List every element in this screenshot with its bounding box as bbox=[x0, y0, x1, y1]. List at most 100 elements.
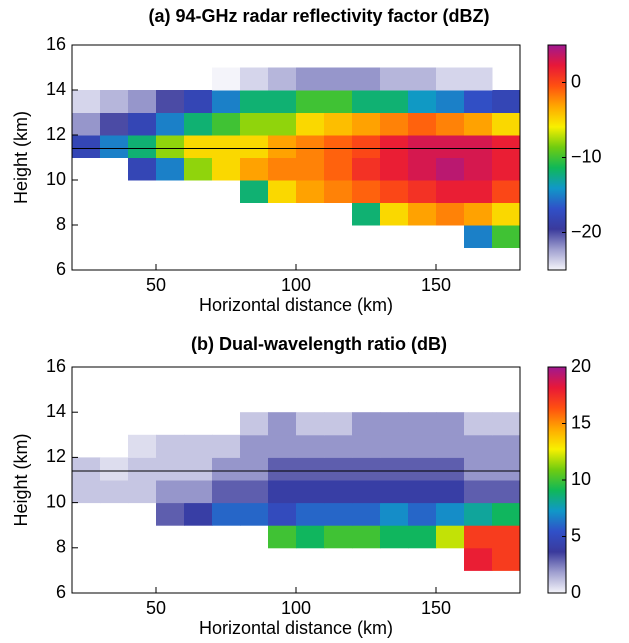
x-tick-label: 100 bbox=[281, 598, 311, 618]
heat-cell bbox=[408, 457, 437, 481]
heat-cell bbox=[268, 457, 297, 481]
heat-cell bbox=[408, 135, 437, 158]
heat-cell bbox=[296, 135, 325, 158]
heat-cell bbox=[268, 67, 297, 91]
heat-cell bbox=[324, 457, 353, 481]
heat-cell bbox=[352, 202, 381, 226]
heat-cell bbox=[464, 90, 493, 113]
heat-cell bbox=[128, 135, 157, 158]
heat-cell bbox=[296, 502, 325, 526]
heat-cell bbox=[408, 412, 437, 436]
chart-title: (b) Dual-wavelength ratio (dB) bbox=[191, 334, 447, 354]
heat-cell bbox=[296, 412, 325, 436]
heat-cell bbox=[436, 480, 465, 504]
heat-cell bbox=[296, 480, 325, 504]
heat-cell bbox=[464, 547, 493, 571]
x-tick-label: 150 bbox=[421, 275, 451, 295]
heat-cell bbox=[492, 90, 521, 113]
heat-cell bbox=[268, 90, 297, 113]
x-tick-label: 50 bbox=[146, 275, 166, 295]
heat-cell bbox=[156, 90, 185, 113]
heat-cell bbox=[492, 502, 521, 526]
heat-cell bbox=[352, 157, 381, 181]
heat-cell bbox=[268, 480, 297, 504]
y-tick-label: 8 bbox=[56, 214, 66, 234]
heat-cell bbox=[72, 90, 101, 113]
heat-cell bbox=[268, 412, 297, 436]
heat-cell bbox=[492, 135, 521, 158]
heat-cell bbox=[464, 202, 493, 226]
y-tick-label: 12 bbox=[46, 124, 66, 144]
heat-cell bbox=[352, 90, 381, 113]
heat-cell bbox=[240, 412, 269, 436]
heat-cell bbox=[72, 457, 101, 481]
heat-cell bbox=[100, 457, 129, 481]
heat-cell bbox=[184, 135, 213, 158]
heat-cell bbox=[464, 67, 493, 91]
heat-cell bbox=[380, 412, 409, 436]
heat-cell bbox=[240, 112, 269, 136]
colorbar-tick-label: 15 bbox=[571, 412, 591, 432]
y-tick-label: 16 bbox=[46, 34, 66, 54]
x-tick-label: 50 bbox=[146, 598, 166, 618]
heat-cell bbox=[492, 547, 521, 571]
heat-cell bbox=[436, 202, 465, 226]
heat-cell bbox=[240, 480, 269, 504]
heat-cell bbox=[380, 112, 409, 136]
heat-cell bbox=[380, 480, 409, 504]
heat-cell bbox=[380, 90, 409, 113]
heat-cell bbox=[408, 180, 437, 203]
heat-cell bbox=[324, 112, 353, 136]
heat-cell bbox=[436, 157, 465, 181]
heat-cell bbox=[436, 434, 465, 458]
heat-cell bbox=[184, 157, 213, 181]
heat-cell bbox=[212, 457, 241, 481]
y-axis-label: Height (km) bbox=[11, 111, 31, 204]
x-tick-label: 150 bbox=[421, 598, 451, 618]
heat-cell bbox=[212, 157, 241, 181]
heat-cell bbox=[380, 434, 409, 458]
heat-cell bbox=[436, 90, 465, 113]
heat-cell bbox=[72, 112, 101, 136]
heat-cell bbox=[156, 480, 185, 504]
heat-cell bbox=[156, 434, 185, 458]
y-tick-label: 16 bbox=[46, 356, 66, 376]
chart-title: (a) 94-GHz radar reflectivity factor (dB… bbox=[148, 6, 489, 26]
heat-cell bbox=[100, 112, 129, 136]
heat-cell bbox=[492, 202, 521, 226]
heat-cell bbox=[464, 480, 493, 504]
heat-cell bbox=[352, 180, 381, 203]
heat-cell bbox=[128, 157, 157, 181]
heat-cell bbox=[324, 480, 353, 504]
heat-cell bbox=[380, 135, 409, 158]
heat-cell bbox=[100, 90, 129, 113]
heat-cell bbox=[464, 135, 493, 158]
heat-cell bbox=[268, 112, 297, 136]
heat-cell bbox=[324, 135, 353, 158]
heat-cell bbox=[492, 157, 521, 181]
y-tick-label: 14 bbox=[46, 79, 66, 99]
heat-cell bbox=[464, 157, 493, 181]
heat-cell bbox=[408, 525, 437, 549]
heat-cell bbox=[296, 90, 325, 113]
colorbar-tick-label: −20 bbox=[571, 221, 602, 241]
heat-cell bbox=[492, 434, 521, 458]
heat-cell bbox=[464, 412, 493, 436]
heat-cell bbox=[436, 112, 465, 136]
heat-cell bbox=[492, 480, 521, 504]
heat-cell bbox=[492, 225, 521, 248]
heat-cell bbox=[408, 157, 437, 181]
heat-cell bbox=[296, 457, 325, 481]
heat-cell bbox=[436, 502, 465, 526]
heat-cell bbox=[72, 480, 101, 504]
y-tick-label: 10 bbox=[46, 169, 66, 189]
heat-cell bbox=[324, 502, 353, 526]
heat-cell bbox=[212, 502, 241, 526]
heat-cell bbox=[240, 502, 269, 526]
colorbar-tick-label: 10 bbox=[571, 469, 591, 489]
heat-cell bbox=[380, 67, 409, 91]
heat-cell bbox=[184, 480, 213, 504]
heat-cell bbox=[408, 202, 437, 226]
heat-cell bbox=[436, 457, 465, 481]
heat-cell bbox=[156, 157, 185, 181]
